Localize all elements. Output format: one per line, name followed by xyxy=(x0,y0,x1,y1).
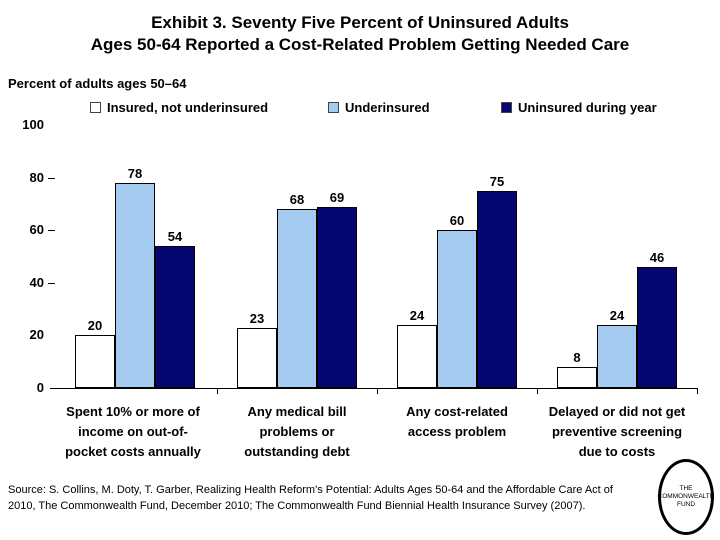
legend-label-insured: Insured, not underinsured xyxy=(107,99,269,115)
bar-s0-c1 xyxy=(237,328,277,388)
legend-swatch-insured-icon xyxy=(90,101,101,113)
legend-item-underinsured: Underinsured xyxy=(328,99,430,115)
bar-value-s2-c1: 69 xyxy=(329,190,345,205)
bar-value-s1-c0: 78 xyxy=(127,166,143,181)
category-label-line: due to costs xyxy=(578,444,656,459)
y-axis-label-0: 0 xyxy=(36,380,44,395)
bar-value-s2-c3: 46 xyxy=(649,250,665,265)
x-axis-tick-3 xyxy=(697,389,698,394)
bar-s0-c2 xyxy=(397,325,437,388)
bar-value-s1-c3: 24 xyxy=(609,308,625,323)
y-axis-tick-80 xyxy=(48,178,55,179)
bar-s0-c0 xyxy=(75,335,115,388)
category-label-line: Any cost-related xyxy=(406,404,508,419)
bar-s1-c1 xyxy=(277,209,317,388)
bar-s0-c3 xyxy=(557,367,597,388)
y-axis-label-60: 60 xyxy=(29,222,44,237)
category-label-line: pocket costs annually xyxy=(65,444,201,459)
category-label-line: Any medical bill xyxy=(247,404,347,419)
legend-label-uninsured: Uninsured during year xyxy=(518,99,657,115)
bar-s1-c0 xyxy=(115,183,155,388)
bar-s1-c3 xyxy=(597,325,637,388)
legend-swatch-uninsured-icon xyxy=(501,101,512,113)
commonwealth-fund-logo: THE COMMONWEALTH FUND xyxy=(658,459,714,535)
logo-line-1: THE xyxy=(679,485,693,492)
bar-value-s1-c2: 60 xyxy=(449,213,465,228)
logo-line-2: COMMONWEALTH xyxy=(657,493,715,500)
category-label-1: Any medical bill problems or outstanding d… xyxy=(212,402,382,462)
category-label-line: access problem xyxy=(407,424,507,439)
category-label-0: Spent 10% or more of income on out-of-poc… xyxy=(48,402,218,462)
bar-value-s0-c2: 24 xyxy=(409,308,425,323)
x-axis-tick-1 xyxy=(377,389,378,394)
y-axis-label-80: 80 xyxy=(29,170,44,185)
legend-item-uninsured: Uninsured during year xyxy=(501,99,657,115)
bar-value-s1-c1: 68 xyxy=(289,192,305,207)
y-axis-tick-60 xyxy=(48,230,55,231)
y-axis-label-100: 100 xyxy=(22,117,44,132)
category-label-line: Spent 10% or more of xyxy=(66,404,200,419)
y-axis-label-20: 20 xyxy=(29,327,44,342)
legend-swatch-underinsured-icon xyxy=(328,101,339,113)
bar-value-s0-c3: 8 xyxy=(573,350,581,365)
category-label-line: problems or xyxy=(259,424,335,439)
bar-value-s2-c0: 54 xyxy=(167,229,183,244)
category-label-line: outstanding debt xyxy=(244,444,350,459)
bar-s2-c0 xyxy=(155,246,195,388)
chart-title-line-2: Ages 50-64 Reported a Cost-Related Probl… xyxy=(90,35,630,54)
bar-s1-c2 xyxy=(437,230,477,388)
bar-s2-c2 xyxy=(477,191,517,388)
category-label-line: income on out-of- xyxy=(78,424,188,439)
bar-s2-c3 xyxy=(637,267,677,388)
bar-value-s0-c1: 23 xyxy=(249,311,265,326)
bar-value-s0-c0: 20 xyxy=(87,318,103,333)
source-text: Source: S. Collins, M. Doty, T. Garber, … xyxy=(8,484,613,512)
x-axis-line xyxy=(50,388,698,389)
bar-value-s2-c2: 75 xyxy=(489,174,505,189)
y-axis-label-40: 40 xyxy=(29,275,44,290)
category-label-line: Delayed or did not get xyxy=(548,404,686,419)
category-label-3: Delayed or did not get preventive screeni… xyxy=(532,402,702,462)
x-axis-tick-2 xyxy=(537,389,538,394)
bar-s2-c1 xyxy=(317,207,357,388)
legend-label-underinsured: Underinsured xyxy=(345,99,430,115)
legend-item-insured: Insured, not underinsured xyxy=(90,99,268,115)
logo-line-3: FUND xyxy=(676,501,696,508)
chart-title-line-1: Exhibit 3. Seventy Five Percent of Unins… xyxy=(151,13,569,32)
y-axis-tick-40 xyxy=(48,283,55,284)
chart-title: Exhibit 3. Seventy Five Percent of Unins… xyxy=(0,12,720,56)
x-axis-tick-0 xyxy=(217,389,218,394)
axis-note: Percent of adults ages 50–64 xyxy=(8,76,187,91)
category-label-line: preventive screening xyxy=(551,424,683,439)
category-label-2: Any cost-related access problem xyxy=(372,402,542,442)
